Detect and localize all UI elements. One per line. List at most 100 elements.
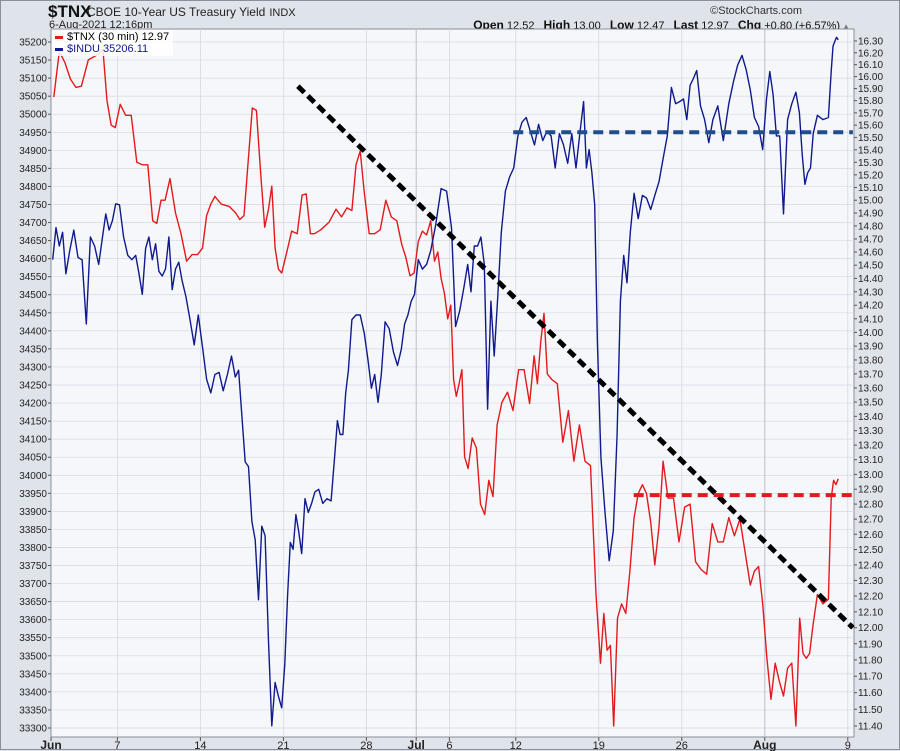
left-axis-label: 33400 <box>19 687 47 698</box>
left-axis-label: 33650 <box>19 597 47 608</box>
right-axis-label: 12.60 <box>858 530 883 541</box>
right-axis-label: 13.90 <box>858 342 883 353</box>
tnx-swatch <box>55 35 63 39</box>
left-axis-label: 35050 <box>19 92 47 103</box>
indu-swatch <box>55 47 63 51</box>
x-axis-label: 7 <box>114 740 120 751</box>
left-axis-label: 34700 <box>19 218 47 229</box>
right-axis-label: 15.60 <box>858 121 883 132</box>
right-axis-label: 13.40 <box>858 412 883 423</box>
right-axis-label: 14.90 <box>858 209 883 220</box>
x-axis-label: Jul <box>408 738 425 751</box>
x-axis-label: 26 <box>676 740 688 751</box>
left-axis-label: 35200 <box>19 38 47 49</box>
right-axis-label: 12.90 <box>858 485 883 496</box>
right-axis-label: 14.70 <box>858 234 883 245</box>
right-axis-label: 14.60 <box>858 248 883 259</box>
right-axis-label: 16.10 <box>858 60 883 71</box>
chart-symbol: $TNX <box>48 2 92 21</box>
right-axis-label: 12.20 <box>858 592 883 603</box>
x-axis-label: 21 <box>277 740 289 751</box>
left-axis-label: 34300 <box>19 362 47 373</box>
x-axis-label: 28 <box>360 740 372 751</box>
right-axis-label: 15.80 <box>858 96 883 107</box>
left-axis-label: 34450 <box>19 308 47 319</box>
collapse-triangle-icon[interactable]: ▲ <box>842 22 850 31</box>
left-axis-label: 33300 <box>19 724 47 735</box>
left-axis-label: 34100 <box>19 435 47 446</box>
chart-title: CBOE 10-Year US Treasury Yield INDX <box>87 5 296 19</box>
right-axis-label: 15.40 <box>858 145 883 156</box>
left-axis-label: 34350 <box>19 344 47 355</box>
right-axis-label: 15.10 <box>858 183 883 194</box>
left-axis-label: 33750 <box>19 561 47 572</box>
plot-area <box>50 28 855 738</box>
left-axis-label: 34900 <box>19 146 47 157</box>
left-axis-label: 33900 <box>19 507 47 518</box>
right-axis-label: 13.60 <box>858 383 883 394</box>
right-axis-label: 15.00 <box>858 196 883 207</box>
x-axis-label: Aug <box>753 738 776 751</box>
exchange-label: INDX <box>269 7 296 19</box>
right-axis-label: 13.50 <box>858 398 883 409</box>
right-axis-label: 15.90 <box>858 84 883 95</box>
left-axis-label: 34750 <box>19 200 47 211</box>
downtrend-line <box>296 84 855 630</box>
left-axis-label: 34800 <box>19 182 47 193</box>
right-axis-label: 14.40 <box>858 274 883 285</box>
right-axis-label: 12.50 <box>858 545 883 556</box>
right-axis-label: 13.70 <box>858 369 883 380</box>
left-axis-label: 34850 <box>19 164 47 175</box>
left-axis-label: 33700 <box>19 579 47 590</box>
security-name: CBOE 10-Year US Treasury Yield <box>87 5 266 19</box>
right-axis-label: 14.20 <box>858 301 883 312</box>
left-axis-label: 34150 <box>19 417 47 428</box>
left-axis-label: 34950 <box>19 128 47 139</box>
left-axis-label: 33950 <box>19 489 47 500</box>
right-axis-label: 14.30 <box>858 287 883 298</box>
right-axis-label: 16.00 <box>858 72 883 83</box>
right-axis-label: 11.50 <box>858 705 883 716</box>
left-axis-label: 34000 <box>19 471 47 482</box>
right-axis-label: 14.50 <box>858 261 883 272</box>
right-axis-label: 12.40 <box>858 560 883 571</box>
legend-item-tnx: $TNX (30 min) 12.97 <box>55 31 169 43</box>
left-axis-label: 34200 <box>19 399 47 410</box>
right-axis-label: 16.30 <box>858 37 883 48</box>
left-axis-label: 35000 <box>19 110 47 121</box>
left-axis-label: 35150 <box>19 56 47 67</box>
right-axis-label: 12.30 <box>858 576 883 587</box>
left-axis-label: 35100 <box>19 74 47 85</box>
left-axis-label: 34600 <box>19 254 47 265</box>
right-axis-label: 11.90 <box>858 639 883 650</box>
left-axis-label: 33450 <box>19 669 47 680</box>
left-axis-label: 33550 <box>19 633 47 644</box>
x-axis-label: Jun <box>40 738 61 751</box>
legend: $TNX (30 min) 12.97 $INDU 35206.11 <box>52 30 174 56</box>
left-axis-label: 34050 <box>19 453 47 464</box>
left-axis-label: 33850 <box>19 525 47 536</box>
right-axis-label: 11.40 <box>858 722 883 733</box>
legend-item-indu: $INDU 35206.11 <box>55 43 169 55</box>
right-axis-label: 15.70 <box>858 108 883 119</box>
right-axis-label: 11.70 <box>858 672 883 683</box>
stockcharts-watermark: ©StockCharts.com <box>710 5 802 17</box>
left-axis-label: 33500 <box>19 651 47 662</box>
left-axis-label: 34250 <box>19 381 47 392</box>
left-axis-label: 34550 <box>19 272 47 283</box>
right-axis-label: 11.80 <box>858 655 883 666</box>
x-axis-label: 14 <box>194 740 206 751</box>
tnx-series-line <box>53 48 839 727</box>
legend-tnx-label: $TNX (30 min) 12.97 <box>67 31 170 43</box>
right-axis-label: 15.30 <box>858 158 883 169</box>
left-axis-label: 33600 <box>19 615 47 626</box>
x-axis-label: 9 <box>845 740 851 751</box>
left-axis-label: 33800 <box>19 543 47 554</box>
right-axis-label: 12.70 <box>858 515 883 526</box>
right-axis-label: 15.50 <box>858 133 883 144</box>
right-axis-label: 11.60 <box>858 688 883 699</box>
right-axis-label: 13.00 <box>858 470 883 481</box>
left-axis-label: 34400 <box>19 326 47 337</box>
x-axis-label: 6 <box>446 740 452 751</box>
right-axis-label: 13.30 <box>858 426 883 437</box>
